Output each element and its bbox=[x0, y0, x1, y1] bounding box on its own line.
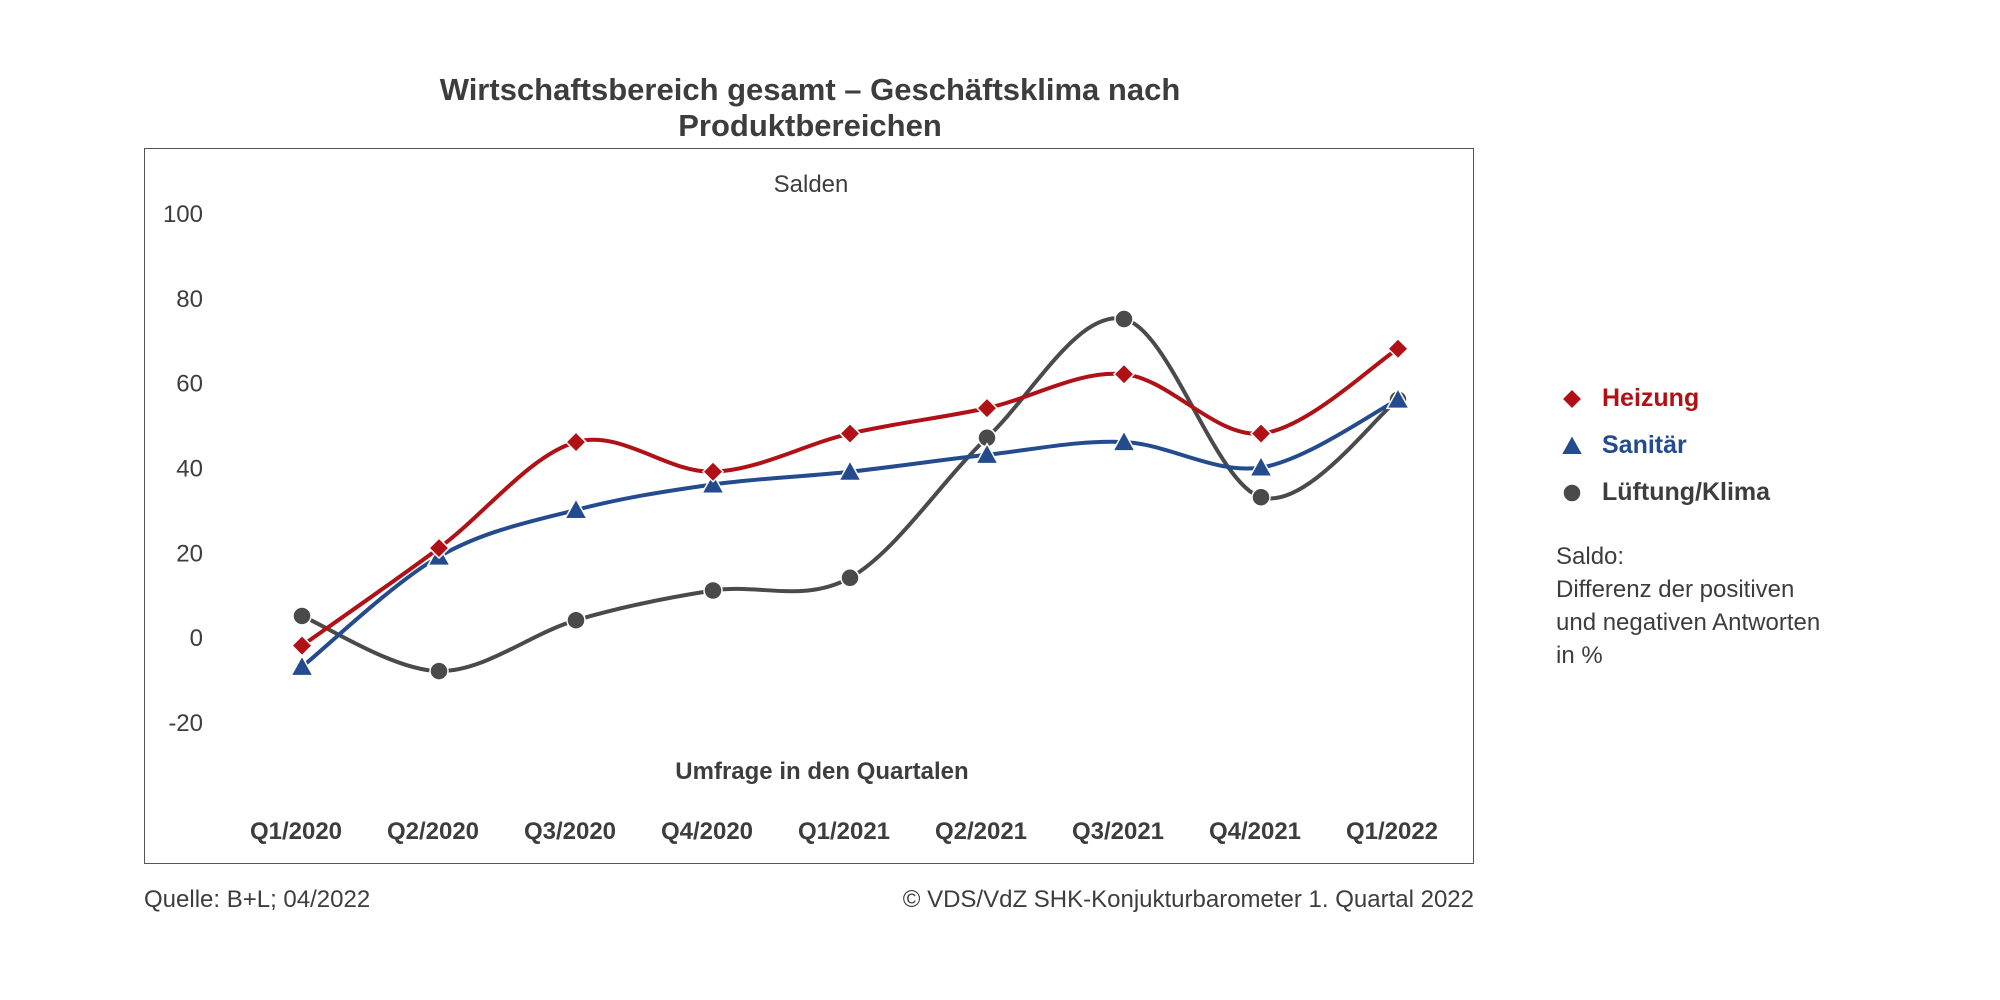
copyright-note: © VDS/VdZ SHK-Konjukturbarometer 1. Quar… bbox=[902, 886, 1474, 913]
y-axis-label: Salden bbox=[774, 171, 849, 198]
data-point-l-ftung-klima bbox=[1114, 309, 1134, 329]
data-point-sanit-r bbox=[837, 459, 863, 482]
legend-label: Sanitär bbox=[1602, 431, 1687, 459]
x-tick-label: Q1/2020 bbox=[250, 818, 342, 845]
x-axis-ticks: Q1/2020 Q2/2020 Q3/2020 Q4/2020 Q1/2021 Q2/20… bbox=[250, 818, 1438, 845]
data-point-heizung bbox=[564, 430, 588, 454]
series-line-heizung bbox=[300, 346, 1400, 648]
data-point-l-ftung-klima bbox=[1251, 487, 1271, 507]
legend-marker-shape bbox=[1562, 482, 1582, 503]
x-tick-label: Q3/2020 bbox=[524, 818, 616, 845]
y-tick-label: 80 bbox=[176, 286, 203, 313]
source-note: Quelle: B+L; 04/2022 bbox=[144, 886, 371, 913]
data-point-heizung bbox=[290, 634, 314, 657]
series-lines bbox=[289, 309, 1411, 681]
legend-diamond-icon bbox=[1560, 387, 1584, 410]
legend-marker-shape bbox=[1560, 387, 1584, 410]
y-tick-label: 60 bbox=[176, 371, 203, 398]
chart-title: Wirtschaftsbereich gesamt – Geschäftskli… bbox=[439, 72, 1181, 143]
legend-item: Heizung bbox=[1556, 375, 1886, 422]
legend-item: Sanitär bbox=[1556, 422, 1886, 469]
y-tick-label: 100 bbox=[163, 201, 203, 228]
legend-note-line: Saldo: bbox=[1556, 543, 1625, 570]
legend-item: Lüftung/Klima bbox=[1556, 469, 1886, 516]
legend-note: Saldo: Differenz der positiven und negat… bbox=[1556, 540, 1886, 672]
data-point-sanit-r bbox=[563, 497, 589, 520]
data-point-heizung bbox=[838, 422, 862, 445]
x-tick-label: Q1/2022 bbox=[1346, 818, 1438, 845]
data-point-heizung bbox=[701, 460, 725, 483]
x-tick-label: Q4/2021 bbox=[1209, 818, 1301, 845]
data-point-heizung bbox=[1249, 422, 1273, 445]
x-tick-label: Q1/2021 bbox=[798, 818, 890, 845]
y-tick-label: 20 bbox=[176, 540, 203, 567]
y-tick-label: 0 bbox=[190, 625, 203, 652]
x-axis-label: Umfrage in den Quartalen bbox=[675, 758, 968, 785]
legend-marker-shape bbox=[1559, 432, 1585, 456]
data-point-sanit-r bbox=[700, 471, 726, 495]
data-point-l-ftung-klima bbox=[429, 661, 449, 681]
x-tick-label: Q2/2020 bbox=[387, 818, 479, 845]
line-chart: Salden 100 80 60 40 20 0 -20 Q1/2020 Q2/2020 Q3/… bbox=[163, 171, 1438, 845]
series-line-l-ftung-klima bbox=[300, 316, 1400, 674]
legend-note-line: Differenz der positiven bbox=[1556, 576, 1795, 603]
data-point-heizung bbox=[975, 397, 999, 420]
legend-circle-icon bbox=[1562, 482, 1582, 503]
legend: Heizung Sanitär Lüftung/Klima Saldo: Diffe… bbox=[1556, 375, 1886, 672]
data-point-heizung bbox=[427, 537, 451, 560]
y-tick-label: -20 bbox=[168, 710, 203, 737]
legend-label: Lüftung/Klima bbox=[1602, 478, 1771, 506]
data-point-heizung bbox=[1386, 337, 1410, 360]
data-point-l-ftung-klima bbox=[292, 606, 312, 626]
x-tick-label: Q2/2021 bbox=[935, 818, 1027, 845]
data-point-heizung bbox=[1112, 363, 1136, 386]
data-point-sanit-r bbox=[289, 654, 315, 677]
x-tick-label: Q3/2021 bbox=[1072, 818, 1164, 845]
data-point-l-ftung-klima bbox=[840, 568, 860, 588]
data-point-l-ftung-klima bbox=[566, 610, 586, 630]
data-point-sanit-r bbox=[1111, 429, 1137, 452]
x-tick-label: Q4/2020 bbox=[661, 818, 753, 845]
legend-label: Heizung bbox=[1602, 384, 1700, 412]
data-point-sanit-r bbox=[1248, 454, 1274, 478]
legend-note-line: in % bbox=[1556, 642, 1603, 669]
y-tick-label: 40 bbox=[176, 456, 203, 483]
data-point-sanit-r bbox=[974, 442, 1000, 465]
legend-note-line: und negativen Antworten bbox=[1556, 609, 1821, 636]
y-axis-ticks: 100 80 60 40 20 0 -20 bbox=[163, 201, 203, 737]
legend-triangle-icon bbox=[1559, 432, 1585, 456]
data-point-sanit-r bbox=[1385, 387, 1411, 410]
plot-area: Salden 100 80 60 40 20 0 -20 Q1/2020 Q2/2020 Q3/… bbox=[144, 148, 1474, 864]
data-point-l-ftung-klima bbox=[703, 580, 723, 601]
